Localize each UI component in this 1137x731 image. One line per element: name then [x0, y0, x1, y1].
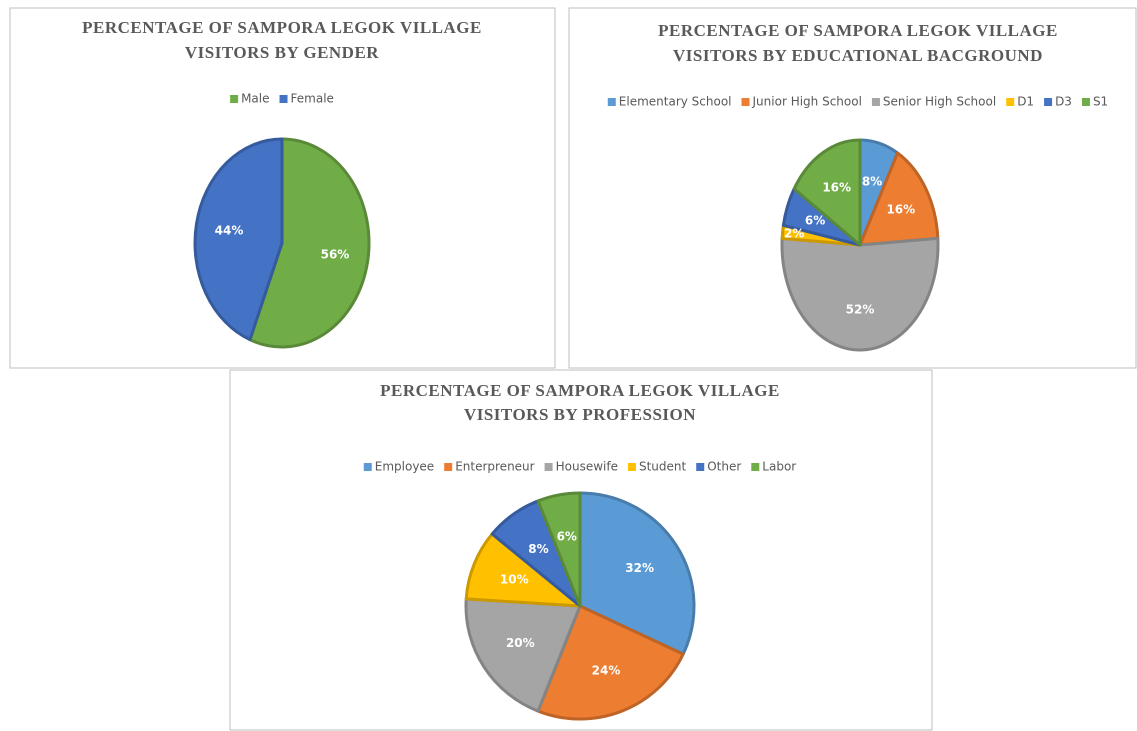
data-label: 2% [784, 226, 804, 240]
legend-swatch [696, 463, 705, 471]
legend-swatch [1081, 98, 1090, 106]
data-label: 24% [592, 664, 621, 678]
chart-title: PERCENTAGE OF SAMPORA LEGOK VILLAGE [380, 381, 780, 400]
pie-slice [858, 151, 940, 247]
data-label: 10% [500, 573, 529, 587]
chart-title: VISITORS BY GENDER [185, 43, 379, 62]
chart-title: VISITORS BY PROFESSION [464, 405, 696, 424]
data-label: 16% [822, 180, 851, 194]
legend-swatch [627, 463, 636, 471]
data-label: 6% [805, 214, 825, 228]
legend-swatch [279, 95, 288, 103]
pie-slice [248, 137, 371, 349]
legend-swatch [1006, 98, 1015, 106]
legend-swatch [544, 463, 553, 471]
legend-label: S1 [1093, 95, 1108, 109]
legend-label: Employee [375, 460, 434, 474]
data-label: 16% [886, 203, 915, 217]
pie-slice [578, 491, 696, 656]
chart-title: PERCENTAGE OF SAMPORA LEGOK VILLAGE [82, 18, 482, 37]
data-label: 32% [625, 561, 654, 575]
legend-swatch [871, 98, 880, 106]
data-label: 6% [557, 530, 577, 544]
legend-swatch [607, 98, 616, 106]
legend-label: Elementary School [619, 95, 732, 109]
legend-label: Male [241, 92, 269, 106]
legend-label: Housewife [556, 460, 618, 474]
pie-slice [792, 138, 862, 247]
pie-slice [193, 137, 284, 342]
legend-swatch [751, 463, 760, 471]
data-label: 52% [846, 303, 875, 317]
legend-swatch [230, 95, 239, 103]
legend-label: Student [639, 460, 687, 474]
data-label: 8% [528, 542, 548, 556]
legend-label: Female [291, 92, 334, 106]
legend-label: D3 [1055, 95, 1072, 109]
legend-swatch [1044, 98, 1053, 106]
pie-slice [536, 604, 685, 721]
legend-swatch [741, 98, 750, 106]
legend-swatch [444, 463, 453, 471]
data-label: 56% [321, 248, 350, 262]
chart-title: PERCENTAGE OF SAMPORA LEGOK VILLAGE [658, 21, 1058, 40]
legend-swatch [363, 463, 372, 471]
legend-label: Enterpreneur [455, 460, 534, 474]
pie-slice [464, 597, 582, 713]
legend-label: Labor [762, 460, 796, 474]
data-label: 8% [862, 174, 882, 188]
legend-label: D1 [1017, 95, 1034, 109]
data-label: 44% [215, 223, 244, 237]
legend-label: Junior High School [752, 95, 862, 109]
chart-title: VISITORS BY EDUCATIONAL BACGROUND [673, 46, 1043, 65]
data-label: 20% [506, 636, 535, 650]
legend-label: Senior High School [883, 95, 996, 109]
pie-slice [536, 491, 582, 608]
legend-label: Other [707, 460, 741, 474]
pie-slice [780, 236, 940, 352]
